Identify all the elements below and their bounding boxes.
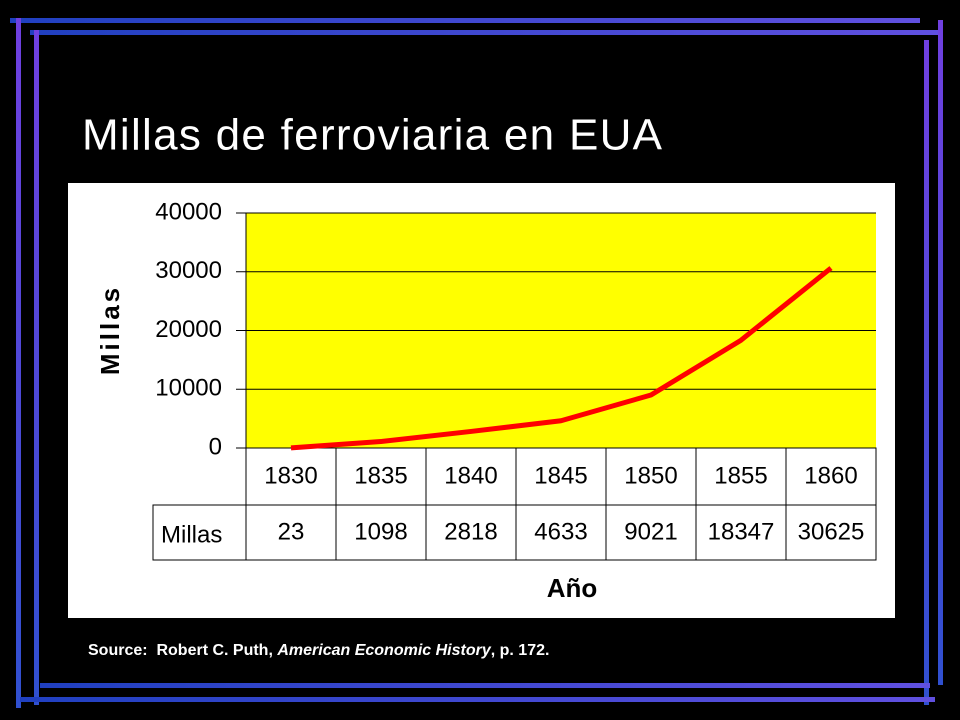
y-tick-label: 10000 <box>155 375 222 402</box>
border <box>20 697 935 702</box>
table-value: 2818 <box>444 518 497 545</box>
title: Millas de ferroviaria en EUA <box>82 111 663 160</box>
x-tick-label: 1850 <box>624 462 677 489</box>
border <box>16 18 21 708</box>
border <box>924 40 929 705</box>
border <box>34 30 39 705</box>
table-value: 9021 <box>624 518 677 545</box>
x-tick-label: 1860 <box>804 462 857 489</box>
source-book: American Economic History <box>276 642 492 659</box>
x-axis-label: Año <box>547 573 598 603</box>
y-tick-label: 20000 <box>155 316 222 343</box>
y-tick-label: 40000 <box>155 198 222 225</box>
series-line <box>290 266 833 451</box>
source-text: Source: Robert C. Puth, <box>88 642 277 659</box>
source: Source: Robert C. Puth, American Economi… <box>88 642 549 659</box>
table-value: 30625 <box>798 518 865 545</box>
table-border <box>245 447 877 561</box>
table-border <box>152 504 247 561</box>
x-tick-label: 1855 <box>714 462 767 489</box>
x-tick-label: 1830 <box>264 462 317 489</box>
x-tick-label: 1840 <box>444 462 497 489</box>
border <box>10 18 920 23</box>
y-tick-label: 30000 <box>155 257 222 284</box>
y-tick-label: 0 <box>209 433 222 460</box>
x-tick-label: 1835 <box>354 462 407 489</box>
table-value: 23 <box>278 518 305 545</box>
y-axis-label: Millas <box>95 285 125 375</box>
border <box>30 30 940 35</box>
table-value: 4633 <box>534 518 587 545</box>
x-tick-label: 1845 <box>534 462 587 489</box>
table-value: 1098 <box>354 518 407 545</box>
table-value: 18347 <box>708 518 775 545</box>
border <box>40 683 930 688</box>
table-series-name: Millas <box>161 521 222 548</box>
source-text: , p. 172. <box>491 642 550 659</box>
border <box>938 20 943 685</box>
